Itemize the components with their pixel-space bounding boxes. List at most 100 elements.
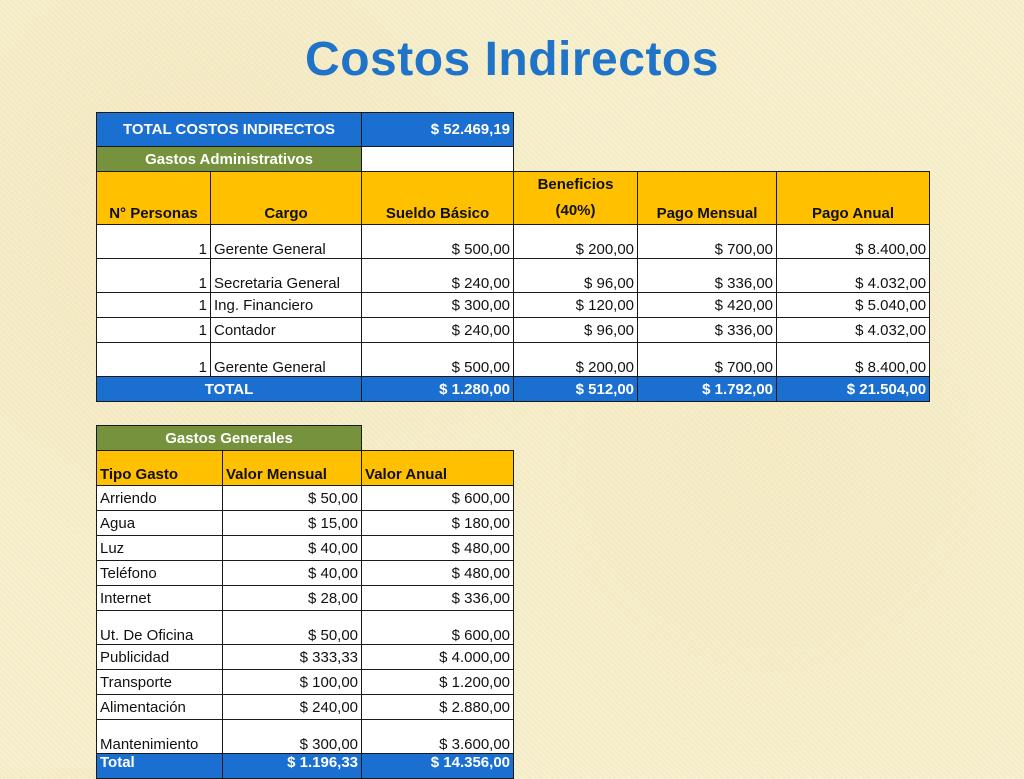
total-anual: $ 14.356,00 xyxy=(361,753,515,779)
cell-mensual: $ 420,00 xyxy=(637,292,778,318)
cell-personas: 1 xyxy=(96,317,211,343)
cell-tipo: Luz xyxy=(96,535,223,561)
total-row: Total $ 1.196,33 $ 14.356,00 xyxy=(96,753,515,779)
table-row: Luz $ 40,00 $ 480,00 xyxy=(96,535,515,561)
total-indirect-value: $ 52.469,19 xyxy=(361,112,515,147)
table-row: Internet $ 28,00 $ 336,00 xyxy=(96,585,515,611)
cell-tipo: Teléfono xyxy=(96,560,223,586)
cell-tipo: Arriendo xyxy=(96,485,223,511)
spacer xyxy=(362,426,514,451)
cell-mensual: $ 700,00 xyxy=(637,224,778,259)
cell-mensual: $ 40,00 xyxy=(221,560,363,586)
table-row: 1 Gerente General $ 500,00 $ 200,00 $ 70… xyxy=(96,342,931,377)
header-mensual: Pago Mensual xyxy=(637,171,778,225)
table-row: 1 Secretaria General $ 240,00 $ 96,00 $ … xyxy=(96,258,931,293)
cell-sueldo: $ 240,00 xyxy=(361,317,515,343)
header-beneficios-line1: Beneficios xyxy=(537,176,614,193)
cell-anual: $ 4.032,00 xyxy=(776,258,931,293)
cell-mensual: $ 50,00 xyxy=(221,610,363,645)
cell-mensual: $ 240,00 xyxy=(221,694,363,720)
cell-anual: $ 5.040,00 xyxy=(776,292,931,318)
cell-anual: $ 3.600,00 xyxy=(361,719,515,754)
total-row: TOTAL $ 1.280,00 $ 512,00 $ 1.792,00 $ 2… xyxy=(95,376,931,402)
table-row: Agua $ 15,00 $ 180,00 xyxy=(96,510,515,536)
table-row: Ut. De Oficina $ 50,00 $ 600,00 xyxy=(96,610,515,645)
admin-costs-table: TOTAL COSTOS INDIRECTOS $ 52.469,19 Gast… xyxy=(95,112,931,402)
cell-cargo: Gerente General xyxy=(209,342,363,377)
cell-beneficios: $ 120,00 xyxy=(513,292,639,318)
spacer xyxy=(514,147,930,172)
cell-mensual: $ 100,00 xyxy=(221,669,363,695)
cell-mensual: $ 15,00 xyxy=(221,510,363,536)
total-indirect-label: TOTAL COSTOS INDIRECTOS xyxy=(95,112,363,147)
cell-beneficios: $ 96,00 xyxy=(513,317,639,343)
cell-personas: 1 xyxy=(96,342,211,377)
cell-mensual: $ 336,00 xyxy=(637,258,778,293)
cell-mensual: $ 336,00 xyxy=(637,317,778,343)
cell-personas: 1 xyxy=(96,258,211,293)
cell-sueldo: $ 240,00 xyxy=(361,258,515,293)
total-label: TOTAL xyxy=(95,376,363,402)
cell-cargo: Contador xyxy=(209,317,363,343)
cell-anual: $ 180,00 xyxy=(361,510,515,536)
table-row: Mantenimiento $ 300,00 $ 3.600,00 xyxy=(96,719,515,754)
general-costs-table: Gastos Generales Tipo Gasto Valor Mensua… xyxy=(95,425,515,779)
cell-anual: $ 480,00 xyxy=(361,560,515,586)
cell-cargo: Secretaria General xyxy=(209,258,363,293)
cell-tipo: Alimentación xyxy=(96,694,223,720)
total-beneficios: $ 512,00 xyxy=(513,376,639,402)
page-title: Costos Indirectos xyxy=(305,33,719,86)
cell-cargo: Gerente General xyxy=(209,224,363,259)
cell-mensual: $ 40,00 xyxy=(221,535,363,561)
table-row: Alimentación $ 240,00 $ 2.880,00 xyxy=(96,694,515,720)
cell-mensual: $ 28,00 xyxy=(221,585,363,611)
table-row: Arriendo $ 50,00 $ 600,00 xyxy=(96,485,515,511)
header-valor-anual: Valor Anual xyxy=(361,450,515,486)
header-valor-mensual: Valor Mensual xyxy=(221,450,363,486)
cell-anual: $ 4.000,00 xyxy=(361,644,515,670)
header-personas: N° Personas xyxy=(96,171,211,225)
header-beneficios-line2: (40%) xyxy=(555,202,596,219)
cell-tipo: Publicidad xyxy=(96,644,223,670)
cell-beneficios: $ 96,00 xyxy=(513,258,639,293)
cell-beneficios: $ 200,00 xyxy=(513,342,639,377)
cell-personas: 1 xyxy=(96,292,211,318)
header-sueldo: Sueldo Básico xyxy=(361,171,515,225)
cell-tipo: Mantenimiento xyxy=(96,719,223,754)
cell-sueldo: $ 500,00 xyxy=(361,342,515,377)
header-tipo: Tipo Gasto xyxy=(96,450,223,486)
header-anual: Pago Anual xyxy=(776,171,931,225)
cell-anual: $ 4.032,00 xyxy=(776,317,931,343)
general-section-title: Gastos Generales xyxy=(95,425,363,451)
cell-anual: $ 1.200,00 xyxy=(361,669,515,695)
cell-tipo: Ut. De Oficina xyxy=(96,610,223,645)
table-row: Transporte $ 100,00 $ 1.200,00 xyxy=(96,669,515,695)
spacer xyxy=(514,113,930,147)
cell-mensual: $ 700,00 xyxy=(637,342,778,377)
table-row: 1 Gerente General $ 500,00 $ 200,00 $ 70… xyxy=(96,224,931,259)
cell-tipo: Internet xyxy=(96,585,223,611)
cell-sueldo: $ 300,00 xyxy=(361,292,515,318)
cell-tipo: Agua xyxy=(96,510,223,536)
cell-anual: $ 336,00 xyxy=(361,585,515,611)
cell-mensual: $ 300,00 xyxy=(221,719,363,754)
total-anual: $ 21.504,00 xyxy=(776,376,931,402)
cell-mensual: $ 333,33 xyxy=(221,644,363,670)
cell-tipo: Transporte xyxy=(96,669,223,695)
cell-anual: $ 8.400,00 xyxy=(776,342,931,377)
table-row: 1 Contador $ 240,00 $ 96,00 $ 336,00 $ 4… xyxy=(96,317,931,343)
cell-anual: $ 8.400,00 xyxy=(776,224,931,259)
cell-anual: $ 600,00 xyxy=(361,610,515,645)
header-cargo: Cargo xyxy=(209,171,363,225)
cell-anual: $ 480,00 xyxy=(361,535,515,561)
cell-beneficios: $ 200,00 xyxy=(513,224,639,259)
cell-mensual: $ 50,00 xyxy=(221,485,363,511)
cell-sueldo: $ 500,00 xyxy=(361,224,515,259)
table-row: Publicidad $ 333,33 $ 4.000,00 xyxy=(96,644,515,670)
total-label: Total xyxy=(96,753,223,779)
cell-cargo: Ing. Financiero xyxy=(209,292,363,318)
blank-cell xyxy=(361,146,515,172)
total-sueldo: $ 1.280,00 xyxy=(361,376,515,402)
cell-personas: 1 xyxy=(96,224,211,259)
total-mensual: $ 1.792,00 xyxy=(637,376,778,402)
